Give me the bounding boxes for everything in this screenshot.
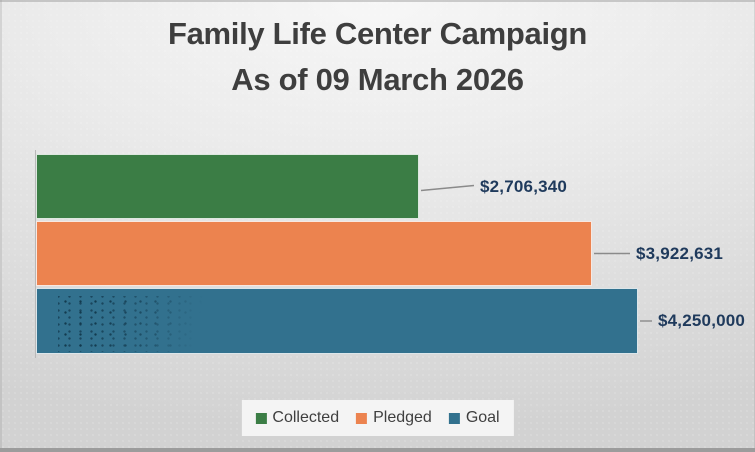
legend: Collected Pledged Goal [241,400,514,436]
legend-item-collected: Collected [255,409,339,427]
value-label-goal: $4,250,000 [658,311,746,330]
legend-label: Goal [465,409,500,426]
legend-swatch-collected [255,412,267,424]
y-axis-line [35,150,36,358]
bar-collected [36,154,419,219]
chart-title: Family Life Center Campaign As of 09 Mar… [0,11,755,103]
legend-label: Pledged [373,409,432,426]
legend-swatch-goal [448,412,460,424]
chart-title-line1: Family Life Center Campaign [167,16,588,51]
bar-pledged [36,221,592,286]
legend-label: Collected [272,409,340,426]
legend-item-goal: Goal [448,409,500,427]
value-label-pledged: $3,922,631 [636,243,724,263]
slide-bottom-edge [0,448,755,452]
bar-goal [36,288,638,354]
legend-swatch-pledged [356,412,368,424]
chart-title-line2: As of 09 March 2026 [231,62,524,97]
value-label-collected: $2,706,340 [480,176,568,196]
legend-item-pledged: Pledged [356,409,432,427]
